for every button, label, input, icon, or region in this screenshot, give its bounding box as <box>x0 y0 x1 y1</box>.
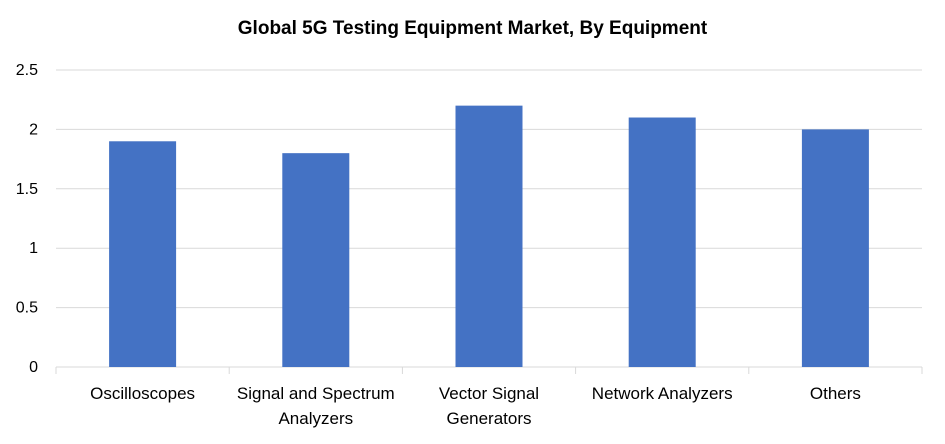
chart-title: Global 5G Testing Equipment Market, By E… <box>237 18 708 39</box>
bar <box>455 105 523 367</box>
bar <box>282 153 350 367</box>
x-tick-label: Oscilloscopes <box>90 384 195 403</box>
x-tick-label: Vector Signal <box>439 384 539 403</box>
bar <box>801 129 869 367</box>
y-tick-label: 1.5 <box>16 181 38 198</box>
x-tick-label: Generators <box>446 409 531 428</box>
y-tick-label: 1 <box>29 240 38 257</box>
y-tick-label: 2 <box>29 121 38 138</box>
x-tick-label: Others <box>810 384 861 403</box>
x-tick-label: Network Analyzers <box>592 384 733 403</box>
y-tick-label: 0.5 <box>16 300 38 317</box>
y-tick-label: 0 <box>29 359 38 376</box>
bar <box>628 117 696 368</box>
x-tick-label: Analyzers <box>278 409 353 428</box>
x-tick-label: Signal and Spectrum <box>237 384 395 403</box>
y-tick-label: 2.5 <box>16 62 38 79</box>
bar <box>109 141 177 367</box>
